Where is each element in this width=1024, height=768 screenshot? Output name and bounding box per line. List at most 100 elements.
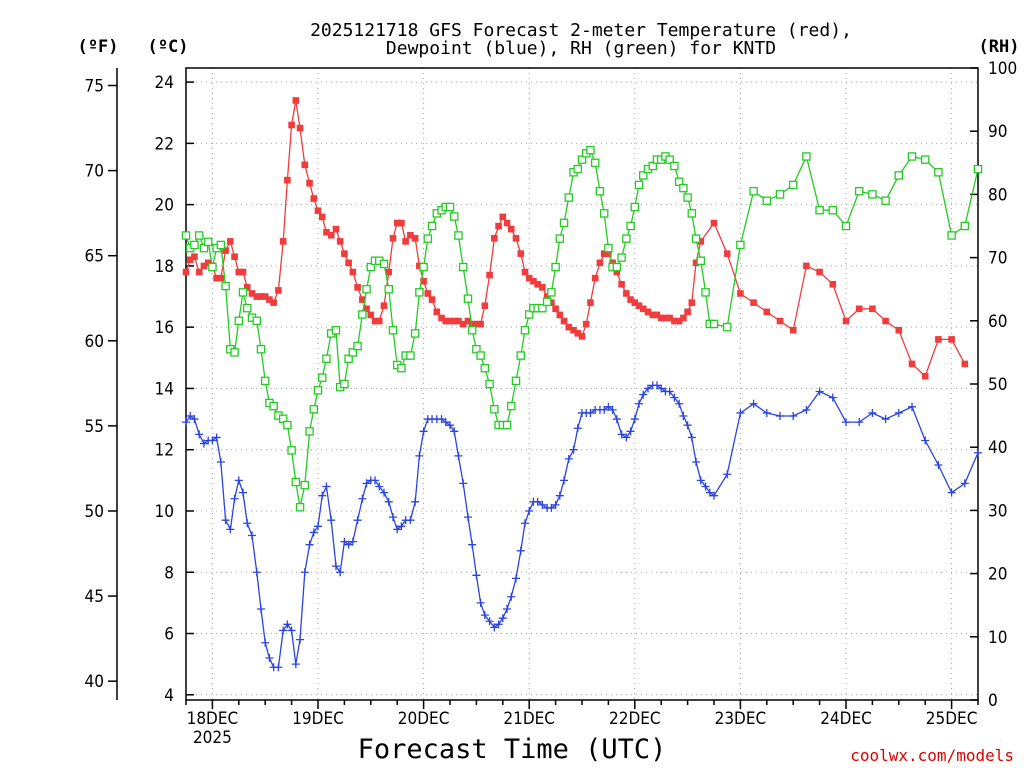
rh-point <box>894 171 904 180</box>
series-2-meter-temperature <box>182 97 969 380</box>
dewpoint-point <box>705 488 714 497</box>
dewpoint-point <box>216 457 225 466</box>
rh-point <box>599 209 609 218</box>
rh-point <box>208 262 217 272</box>
2-meter-temperature-point <box>649 311 657 319</box>
rh-point <box>612 262 622 272</box>
rh-point <box>516 351 526 360</box>
dewpoint-point <box>353 516 362 525</box>
rh-point <box>283 420 292 430</box>
2-meter-temperature-point <box>710 219 718 227</box>
2-meter-temperature-point <box>869 305 876 313</box>
dewpoint-point <box>525 506 534 515</box>
rh-tick-label: 10 <box>988 628 1007 648</box>
2-meter-temperature-point <box>407 231 414 239</box>
rh-point <box>881 196 890 205</box>
chart-title-line1: 2025121718 GFS Forecast 2-meter Temperat… <box>310 20 852 41</box>
2-meter-temperature-point <box>684 308 691 316</box>
dewpoint-point <box>498 614 507 623</box>
2-meter-temperature-point <box>816 268 823 276</box>
dewpoint-point <box>569 445 578 454</box>
2-meter-temperature-point <box>371 317 379 325</box>
dewpoint-point <box>186 412 195 421</box>
2-meter-temperature-point <box>288 121 295 129</box>
x-axis-label: Forecast Time (UTC) <box>358 734 667 765</box>
rh-point <box>665 155 674 164</box>
dewpoint-point <box>828 393 837 402</box>
2-meter-temperature-point <box>855 305 863 313</box>
dewpoint-point <box>300 568 309 577</box>
rh-point <box>691 234 701 243</box>
dewpoint-point <box>789 412 798 421</box>
2-meter-temperature-point <box>314 207 322 215</box>
rh-point <box>762 196 772 205</box>
rh-point <box>300 480 310 490</box>
2-meter-temperature-point <box>517 250 525 257</box>
dewpoint-point <box>463 513 472 522</box>
2-meter-temperature-point <box>688 299 696 306</box>
dewpoint-point <box>555 491 564 500</box>
rh-point <box>626 221 635 231</box>
dewpoint-point <box>234 476 243 485</box>
rh-point <box>722 322 732 332</box>
dewpoint-line <box>185 384 979 668</box>
dewpoint-point <box>371 476 380 485</box>
dewpoint-point <box>573 424 582 433</box>
rh-point <box>331 326 341 335</box>
2-meter-temperature-point <box>623 290 630 297</box>
dewpoint-point <box>696 476 705 485</box>
dewpoint-point <box>974 448 982 457</box>
rh-point <box>868 190 877 199</box>
celsius-axis-unit: (ºC) <box>148 37 189 57</box>
series-rh <box>181 145 983 512</box>
rh-point <box>788 180 798 190</box>
rh-point <box>358 310 367 319</box>
x-tick-label: 22DEC <box>609 709 661 729</box>
rh-point <box>221 281 230 291</box>
2-meter-temperature-point <box>627 296 634 303</box>
2-meter-temperature-point <box>495 222 502 230</box>
dewpoint-point <box>362 479 371 488</box>
dewpoint-point <box>419 427 428 436</box>
rh-point <box>238 288 248 297</box>
rh-point <box>973 164 983 174</box>
rh-point <box>269 401 278 411</box>
rh-tick-label: 20 <box>988 565 1007 585</box>
dewpoint-point <box>358 494 367 503</box>
dewpoint-point <box>239 488 248 497</box>
dewpoint-point <box>644 384 652 393</box>
dewpoint-point <box>560 476 569 485</box>
rh-point <box>260 376 270 386</box>
2-meter-temperature-point <box>231 253 238 261</box>
dewpoint-point <box>679 412 688 421</box>
2-meter-temperature-point <box>666 314 673 322</box>
rh-point <box>242 303 252 313</box>
dewpoint-point <box>327 516 336 525</box>
2-meter-temperature-point <box>243 284 251 291</box>
rh-point <box>458 262 468 272</box>
dewpoint-point <box>612 415 621 424</box>
rh-point <box>449 212 459 221</box>
fahrenheit-tick-label: 60 <box>85 332 104 352</box>
rh-point <box>362 284 371 294</box>
2-meter-temperature-point <box>270 299 277 306</box>
rh-point <box>920 155 930 164</box>
dewpoint-point <box>551 500 560 509</box>
rh-point <box>384 284 394 294</box>
fahrenheit-tick-label: 55 <box>85 417 104 437</box>
rh-point <box>463 294 473 303</box>
dewpoint-point <box>507 592 516 601</box>
2-meter-temperature-point <box>310 195 318 202</box>
2-meter-temperature-point <box>578 333 586 340</box>
rh-point <box>696 256 706 266</box>
dewpoint-point <box>692 457 701 466</box>
dewpoint-point <box>881 415 890 424</box>
rh-point <box>234 316 244 326</box>
dewpoint-point <box>274 663 283 672</box>
2-meter-temperature-point <box>345 259 352 267</box>
celsius-tick-label: 4 <box>164 686 174 706</box>
rh-line <box>185 149 979 508</box>
dewpoint-point <box>406 516 415 525</box>
2-meter-temperature-point <box>213 274 220 282</box>
2-meter-temperature-point <box>829 280 837 288</box>
